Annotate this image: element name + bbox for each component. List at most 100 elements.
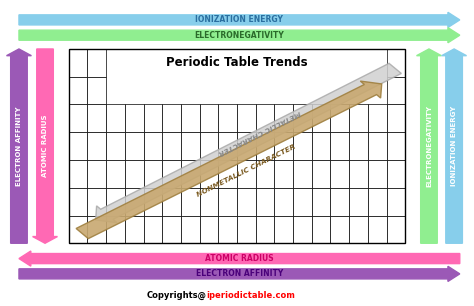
Bar [106,132,125,160]
Bar [274,132,293,160]
Bar [219,104,237,132]
Bar [274,215,293,243]
Bar [162,160,181,188]
Bar [87,132,106,160]
Bar [349,215,368,243]
Bar [69,132,87,160]
Bar [312,188,330,215]
Bar [87,77,106,104]
Bar [69,104,87,132]
Text: NONMETALLIC CHARACTER: NONMETALLIC CHARACTER [196,144,297,198]
Bar [219,188,237,215]
Bar [293,160,312,188]
Text: ELECTRONEGATIVITY: ELECTRONEGATIVITY [426,105,432,187]
Bar [144,215,162,243]
Bar [87,160,106,188]
Bar [69,77,87,104]
Bar [255,188,274,215]
Bar [69,49,405,243]
Bar [200,215,219,243]
Bar [330,104,349,132]
Bar [144,188,162,215]
Bar [237,132,255,160]
Bar [87,215,106,243]
Bar [162,104,181,132]
Bar [69,160,87,188]
Bar [125,132,144,160]
Text: Copyrights@: Copyrights@ [146,291,206,300]
Bar [162,188,181,215]
Bar [181,188,200,215]
Bar [349,104,368,132]
Bar [293,132,312,160]
Bar [387,49,405,77]
Bar [312,160,330,188]
Bar [237,104,255,132]
Bar [387,104,405,132]
Bar [125,160,144,188]
Bar [312,215,330,243]
FancyArrow shape [19,251,460,266]
FancyArrow shape [19,266,460,282]
FancyArrow shape [19,12,460,28]
Bar [125,104,144,132]
FancyArrow shape [417,49,441,243]
Bar [349,188,368,215]
Bar [368,104,387,132]
Bar [219,215,237,243]
Bar [255,215,274,243]
Bar [87,188,106,215]
Text: ATOMIC RADIUS: ATOMIC RADIUS [205,254,273,263]
Bar [219,132,237,160]
Bar [349,132,368,160]
Bar [200,188,219,215]
Bar [106,188,125,215]
Text: ELECTRON AFFINITY: ELECTRON AFFINITY [16,106,22,186]
Text: IONIZATION ENERGY: IONIZATION ENERGY [195,15,283,24]
Bar [162,132,181,160]
Bar [368,132,387,160]
Bar [368,160,387,188]
Text: ELECTRONEGATIVITY: ELECTRONEGATIVITY [194,31,284,40]
Bar [69,188,87,215]
FancyArrow shape [76,81,382,239]
Text: iperiodictable.com: iperiodictable.com [206,291,295,300]
Text: ELECTRON AFFINITY: ELECTRON AFFINITY [196,269,283,278]
Bar [144,104,162,132]
Bar [125,188,144,215]
FancyArrow shape [96,63,401,223]
Bar [255,104,274,132]
Bar [144,160,162,188]
Bar [274,104,293,132]
Bar [312,104,330,132]
Bar [69,215,87,243]
Bar [293,188,312,215]
Bar [106,104,125,132]
Bar [368,188,387,215]
Bar [387,215,405,243]
Bar [200,104,219,132]
FancyArrow shape [19,28,460,43]
Bar [368,215,387,243]
Bar [293,104,312,132]
Bar [387,188,405,215]
Bar [144,132,162,160]
Text: ATOMIC RADIUS: ATOMIC RADIUS [42,115,48,177]
Bar [106,215,125,243]
Bar [312,132,330,160]
Bar [162,215,181,243]
FancyArrow shape [33,49,57,243]
Bar [125,215,144,243]
Bar [219,160,237,188]
Text: Periodic Table Trends: Periodic Table Trends [166,56,308,69]
Text: METALLIC CHARACTER: METALLIC CHARACTER [218,109,302,155]
Bar [387,160,405,188]
Bar [255,132,274,160]
Bar [181,215,200,243]
Bar [237,188,255,215]
Bar [274,188,293,215]
Bar [87,49,106,77]
Bar [237,160,255,188]
Bar [200,132,219,160]
Bar [330,160,349,188]
